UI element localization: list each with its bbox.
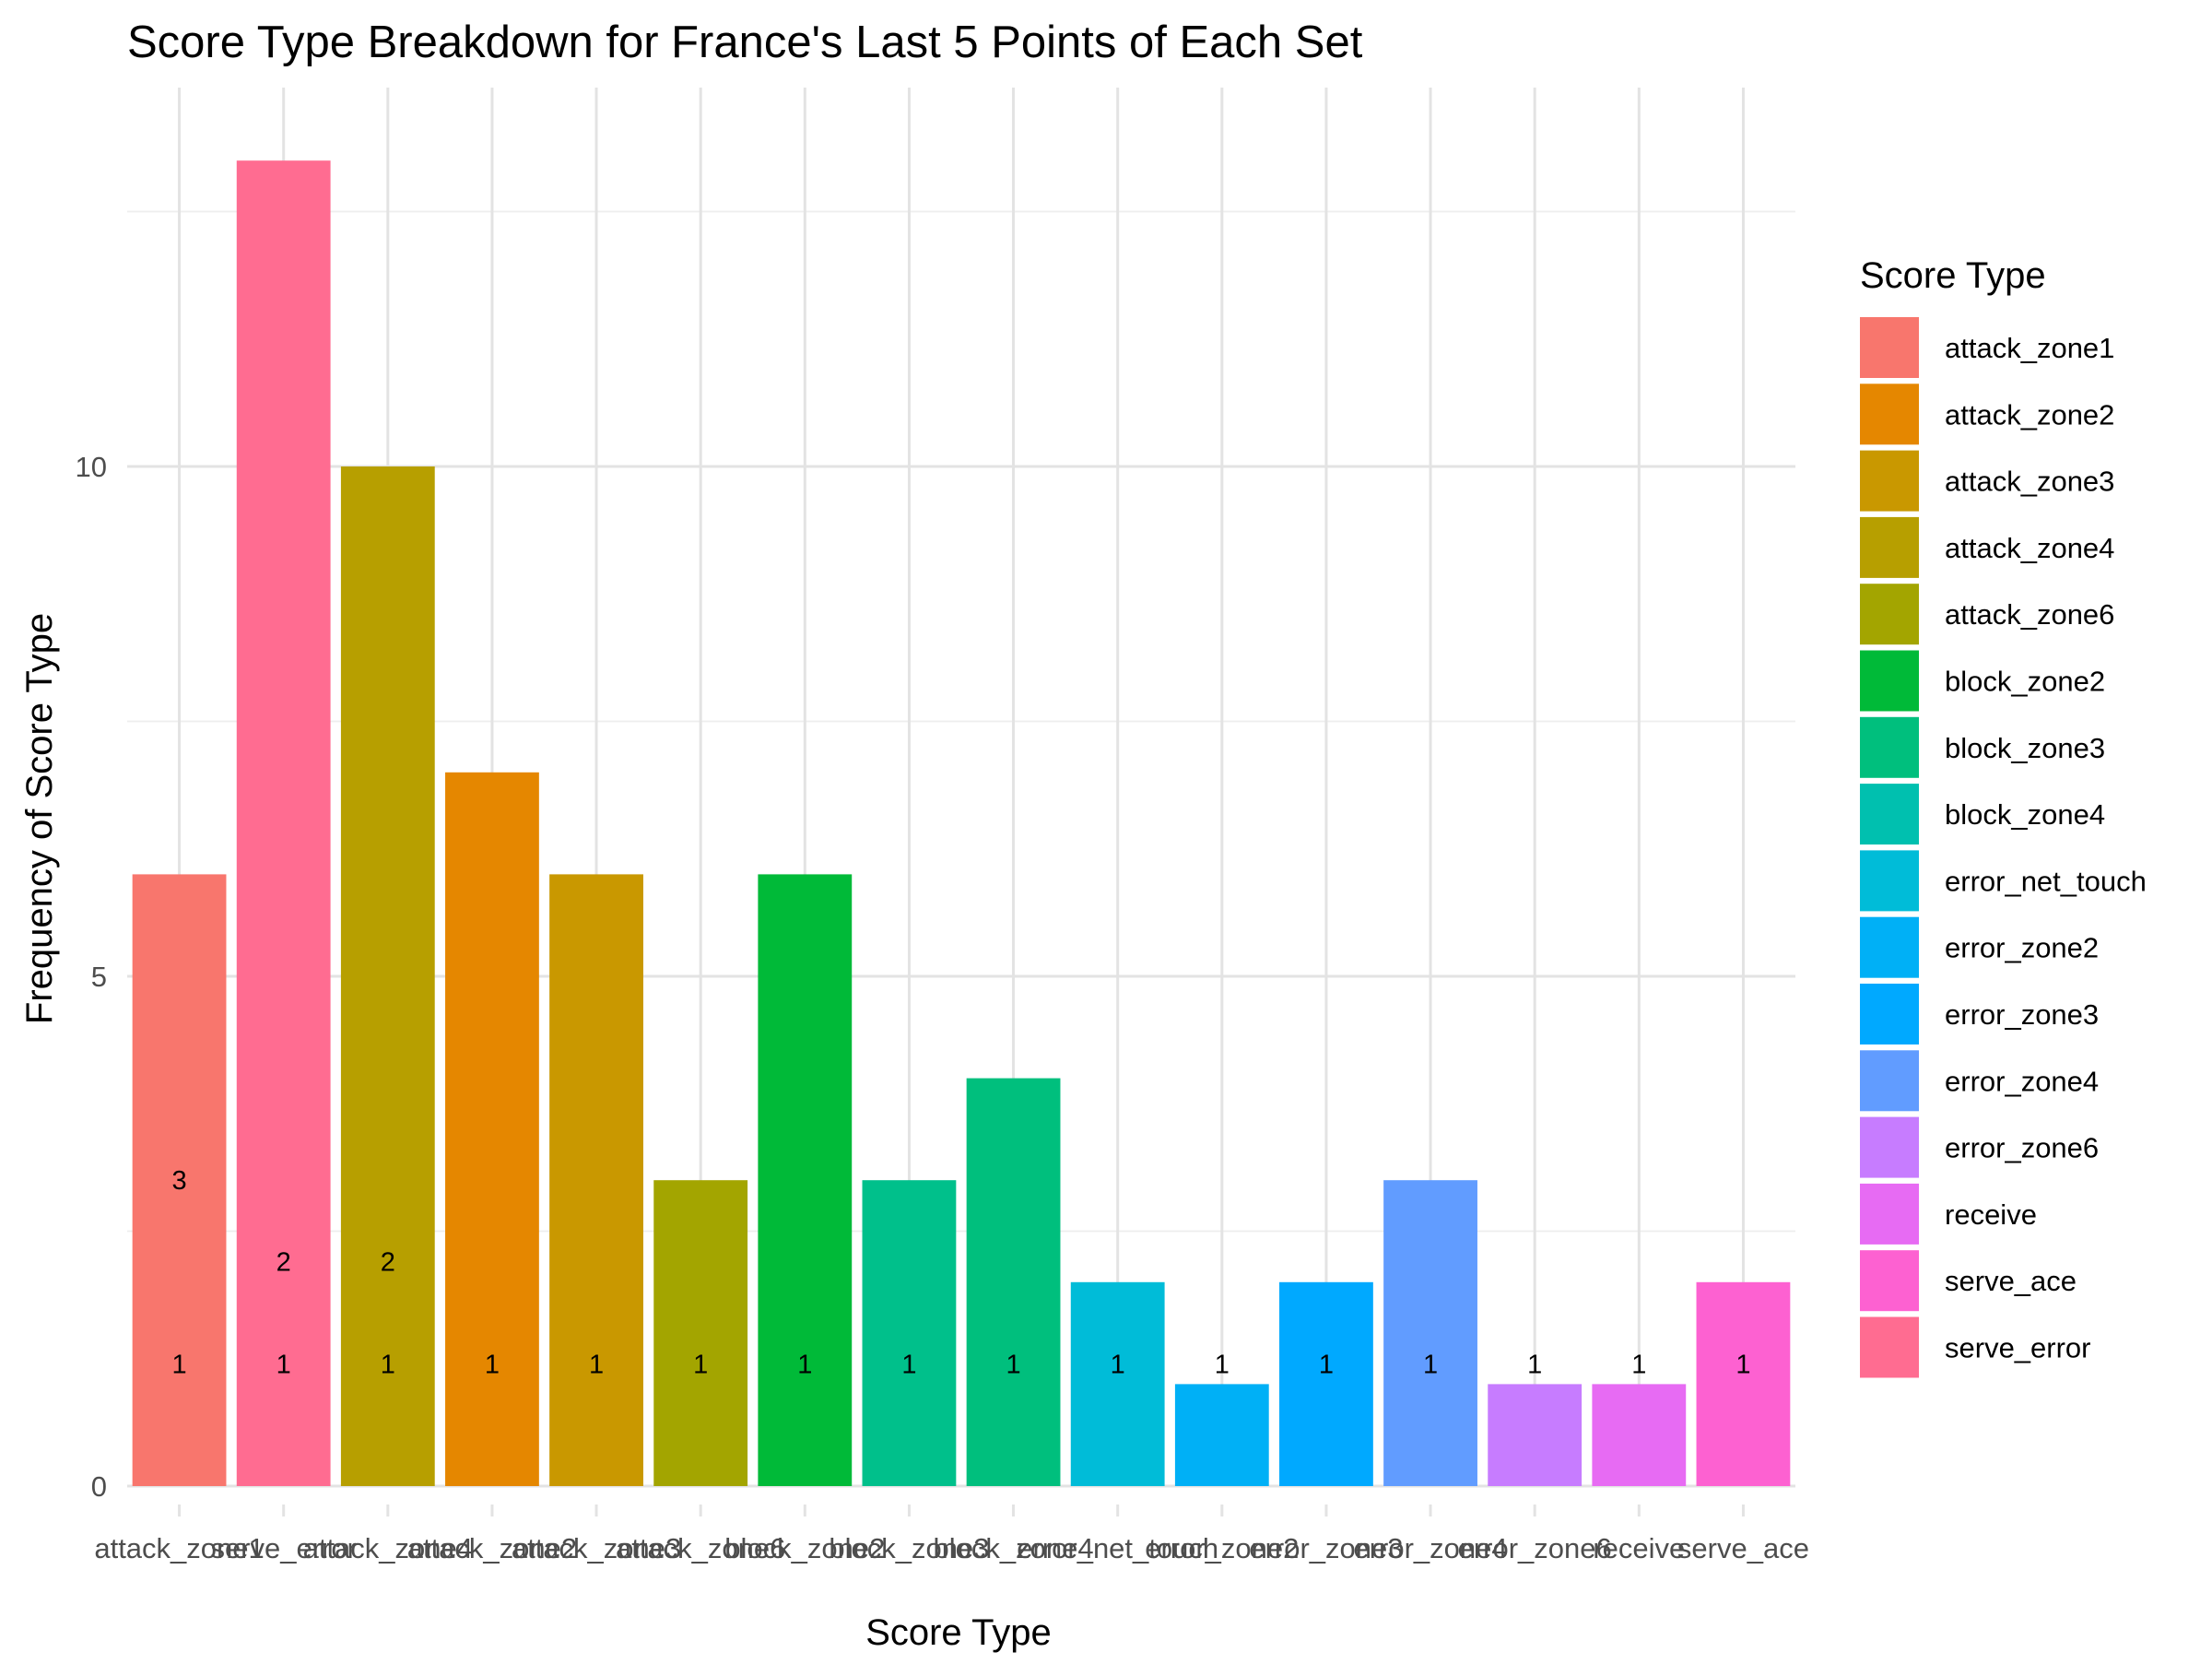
bar-error_zone4 (1383, 1180, 1477, 1486)
bar-receive (1592, 1384, 1687, 1486)
legend-key-error_net_touch (1860, 850, 1919, 912)
y-tick-label: 0 (91, 1470, 107, 1503)
x-tick-label: attack_zone6 (616, 1532, 785, 1564)
y-axis-title: Frequency of Score Type (19, 613, 60, 1024)
bars (132, 160, 1791, 1487)
bar-block_zone3 (862, 1180, 957, 1486)
y-tick-label: 10 (76, 451, 107, 483)
legend-key-error_zone3 (1860, 984, 1919, 1044)
legend-key-error_zone4 (1860, 1050, 1919, 1112)
bar-attack_zone2 (445, 772, 539, 1486)
legend-key-error_zone6 (1860, 1116, 1919, 1178)
data-label: 1 (276, 1350, 291, 1379)
x-tick-label: error_zone3 (1249, 1532, 1403, 1564)
x-axis-title: Score Type (865, 1612, 1052, 1653)
data-label: 1 (1631, 1350, 1646, 1379)
x-axis-ticks: attack_zone1serve_errorattack_zone4attac… (94, 1505, 1809, 1564)
legend-key-attack_zone6 (1860, 584, 1919, 645)
data-label: 1 (381, 1350, 395, 1379)
x-tick-label: attack_zone4 (303, 1532, 473, 1564)
data-label: 1 (1111, 1350, 1125, 1379)
bar-serve_ace (1696, 1281, 1791, 1486)
x-tick-label: error_zone2 (1145, 1532, 1299, 1564)
bar-attack_zone4 (340, 466, 435, 1486)
legend-label: block_zone4 (1945, 798, 2105, 831)
y-axis-ticks: 0 5 10 (76, 451, 107, 1503)
data-label: 1 (171, 1350, 186, 1379)
bar-attack_zone6 (653, 1180, 748, 1486)
y-tick-label: 5 (91, 961, 107, 993)
x-tick-label: attack_zone1 (94, 1532, 264, 1564)
x-tick-label: block_zone2 (724, 1532, 885, 1564)
data-label: 1 (1006, 1350, 1020, 1379)
data-label: 2 (276, 1248, 291, 1278)
x-tick-label: error_zone6 (1458, 1532, 1612, 1564)
legend-label: block_zone3 (1945, 732, 2105, 764)
data-label: 1 (901, 1350, 916, 1379)
legend-key-block_zone4 (1860, 784, 1919, 845)
bar-block_zone4 (966, 1078, 1061, 1486)
legend-label: serve_ace (1945, 1265, 2077, 1297)
data-label: 1 (1527, 1350, 1542, 1379)
legend-label: error_zone4 (1945, 1065, 2099, 1097)
x-tick-label: error_net_touch (1017, 1532, 1218, 1564)
data-label: 1 (485, 1350, 500, 1379)
legend-label: serve_error (1945, 1332, 2091, 1364)
bar-attack_zone3 (549, 874, 643, 1486)
x-tick-label: serve_ace (1677, 1532, 1809, 1564)
legend-label: receive (1945, 1198, 2037, 1231)
x-tick-label: serve_error (210, 1532, 357, 1564)
legend-label: attack_zone2 (1945, 398, 2114, 431)
x-tick-label: block_zone4 (934, 1532, 1094, 1564)
bar-serve_error (236, 160, 331, 1487)
legend-key-receive (1860, 1183, 1919, 1245)
legend-label: attack_zone6 (1945, 598, 2114, 631)
legend-key-attack_zone3 (1860, 450, 1919, 512)
x-tick-label: attack_zone2 (407, 1532, 577, 1564)
legend-label: error_zone6 (1945, 1132, 2099, 1164)
data-label: 1 (1215, 1350, 1230, 1379)
bar-block_zone2 (758, 874, 853, 1486)
data-label: 1 (1423, 1350, 1438, 1379)
data-label: 1 (589, 1350, 604, 1379)
legend-label: attack_zone1 (1945, 332, 2114, 364)
legend-key-serve_error (1860, 1316, 1919, 1378)
x-tick-label: receive (1593, 1532, 1685, 1564)
legend-key-attack_zone2 (1860, 384, 1919, 445)
data-label: 1 (1735, 1350, 1750, 1379)
legend-label: block_zone2 (1945, 666, 2105, 698)
data-label: 1 (1319, 1350, 1334, 1379)
data-label: 1 (693, 1350, 708, 1379)
legend-label: error_zone2 (1945, 932, 2099, 964)
legend-title: Score Type (1860, 255, 2046, 296)
legend-key-error_zone2 (1860, 916, 1919, 978)
data-label: 2 (381, 1248, 395, 1278)
bar-attack_zone1 (132, 874, 227, 1486)
x-tick-label: block_zone3 (829, 1532, 989, 1564)
bar-error_zone6 (1488, 1384, 1583, 1486)
legend-label: attack_zone4 (1945, 532, 2114, 564)
chart-title: Score Type Breakdown for France's Last 5… (127, 18, 1363, 67)
legend-key-attack_zone1 (1860, 317, 1919, 378)
legend-key-block_zone3 (1860, 716, 1919, 778)
bar-error_net_touch (1070, 1281, 1165, 1486)
bar-error_zone3 (1279, 1281, 1373, 1486)
legend-label: attack_zone3 (1945, 466, 2114, 498)
bar-error_zone2 (1174, 1384, 1269, 1486)
legend-label: error_zone3 (1945, 998, 2099, 1031)
legend-key-attack_zone4 (1860, 516, 1919, 578)
data-labels: 3 1 2 1 2 1 1 1 1 1 1 1 1 1 1 1 1 1 1 (171, 1166, 1750, 1379)
x-tick-label: error_zone4 (1353, 1532, 1507, 1564)
legend-label: error_net_touch (1945, 865, 2147, 897)
data-label: 3 (171, 1166, 186, 1196)
data-label: 1 (797, 1350, 812, 1379)
x-tick-label: attack_zone3 (512, 1532, 681, 1564)
legend-key-block_zone2 (1860, 650, 1919, 712)
legend: attack_zone1 attack_zone2 attack_zone3atta… (1860, 317, 2147, 1378)
legend-key-serve_ace (1860, 1250, 1919, 1312)
